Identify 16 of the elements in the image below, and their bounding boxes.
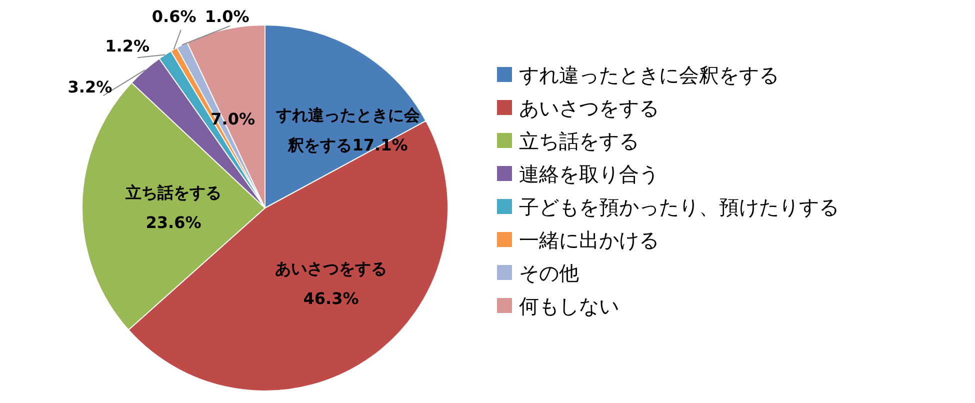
data-label: あいさつをする 46.3% (275, 258, 387, 308)
data-label: 7.0% (210, 110, 255, 129)
data-label: 0.6% (152, 7, 196, 26)
legend-label: その他 (519, 261, 579, 285)
legend-label: 立ち話をする (519, 129, 639, 153)
data-label: 立ち話をする 23.6% (124, 182, 222, 232)
legend-label: あいさつをする (519, 96, 659, 120)
data-label: 1.0% (204, 7, 250, 26)
legend-label: 連絡を取り合う (519, 162, 659, 186)
legend-label: すれ違ったときに会釈をする (519, 63, 779, 87)
data-label: 3.2% (68, 78, 112, 97)
legend-label: 一緒に出かける (519, 228, 659, 252)
data-label: すれ違ったときに会釈をする17.1% (275, 105, 421, 154)
data-label: 1.2% (105, 36, 150, 56)
legend-label: 何もしない (519, 294, 619, 318)
legend-label: 子どもを預かったり、預けたりする (519, 195, 839, 219)
